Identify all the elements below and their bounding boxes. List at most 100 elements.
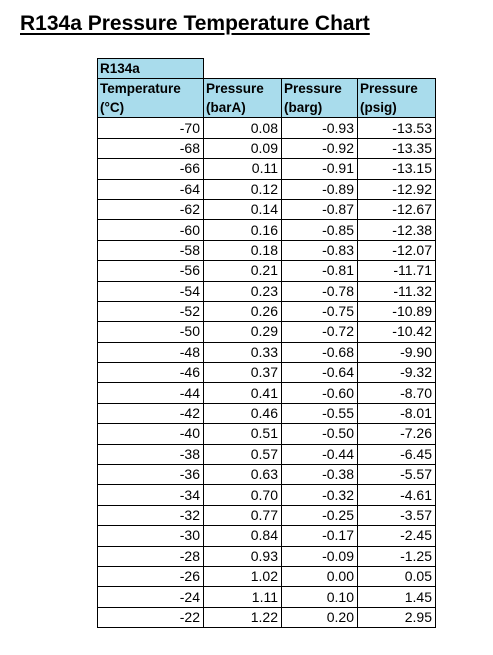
cell-pressure-bara: 0.70 [203, 484, 282, 506]
table-row: -64 0.12 -0.89 -12.92 [97, 178, 436, 200]
cell-pressure-barg: -0.55 [281, 402, 358, 425]
table-row: -24 1.11 0.10 1.45 [97, 586, 436, 608]
cell-pressure-barg: -0.50 [281, 423, 358, 445]
header-row-line1: Temperature Pressure Pressure Pressure [97, 78, 436, 99]
cell-pressure-barg: -0.09 [281, 545, 358, 567]
cell-pressure-bara: 1.02 [203, 565, 282, 588]
cell-temperature: -30 [97, 525, 204, 547]
cell-temperature: -48 [97, 341, 204, 364]
cell-temperature: -24 [97, 586, 204, 608]
cell-temperature: -54 [97, 280, 204, 302]
cell-pressure-barg: -0.17 [281, 525, 358, 547]
cell-pressure-psig: 0.05 [357, 565, 436, 588]
cell-pressure-barg: -0.81 [281, 260, 358, 282]
table-row: -32 0.77 -0.25 -3.57 [97, 504, 436, 527]
cell-pressure-barg: -0.85 [281, 219, 358, 241]
table-body: -70 0.08 -0.93 -13.53 -68 0.09 -0.92 -13.35 -66 0… [97, 117, 436, 629]
header-pressure-bara: Pressure [203, 78, 282, 99]
page-title: R134a Pressure Temperature Chart [20, 12, 370, 35]
table-row: -60 0.16 -0.85 -12.38 [97, 219, 436, 241]
cell-temperature: -60 [97, 219, 204, 241]
cell-pressure-barg: -0.32 [281, 484, 358, 506]
cell-temperature: -26 [97, 565, 204, 588]
cell-pressure-bara: 0.23 [203, 280, 282, 302]
cell-pressure-bara: 0.18 [203, 239, 282, 262]
cell-pressure-barg: -0.38 [281, 464, 358, 486]
table-row: -52 0.26 -0.75 -10.89 [97, 300, 436, 323]
cell-pressure-bara: 0.21 [203, 260, 282, 282]
cell-pressure-bara: 0.11 [203, 158, 282, 180]
table-row: -66 0.11 -0.91 -13.15 [97, 158, 436, 180]
header-temperature-unit: (°C) [97, 98, 204, 119]
cell-temperature: -64 [97, 178, 204, 200]
cell-temperature: -34 [97, 484, 204, 506]
cell-pressure-psig: -2.45 [357, 525, 436, 547]
cell-pressure-psig: -9.90 [357, 341, 436, 364]
cell-pressure-bara: 0.93 [203, 545, 282, 567]
cell-pressure-psig: -12.67 [357, 198, 436, 221]
table-row: -70 0.08 -0.93 -13.53 [97, 117, 436, 139]
cell-pressure-psig: -12.07 [357, 239, 436, 262]
cell-pressure-psig: -13.35 [357, 137, 436, 160]
cell-temperature: -36 [97, 464, 204, 486]
table-row: -34 0.70 -0.32 -4.61 [97, 484, 436, 506]
table-row: -44 0.41 -0.60 -8.70 [97, 382, 436, 404]
cell-pressure-barg: 0.10 [281, 586, 358, 608]
table-row: -36 0.63 -0.38 -5.57 [97, 464, 436, 486]
cell-pressure-barg: -0.72 [281, 321, 358, 343]
cell-pressure-bara: 0.33 [203, 341, 282, 364]
table-row: -38 0.57 -0.44 -6.45 [97, 443, 436, 466]
cell-pressure-psig: -7.26 [357, 423, 436, 445]
cell-pressure-bara: 0.41 [203, 382, 282, 404]
cell-pressure-psig: 1.45 [357, 586, 436, 608]
table-row: -26 1.02 0.00 0.05 [97, 565, 436, 588]
cell-temperature: -58 [97, 239, 204, 262]
cell-temperature: -38 [97, 443, 204, 466]
cell-pressure-barg: -0.91 [281, 158, 358, 180]
cell-pressure-psig: -13.15 [357, 158, 436, 180]
cell-pressure-bara: 0.77 [203, 504, 282, 527]
cell-pressure-psig: -10.42 [357, 321, 436, 343]
cell-temperature: -32 [97, 504, 204, 527]
cell-pressure-psig: -11.71 [357, 260, 436, 282]
cell-pressure-barg: 0.00 [281, 565, 358, 588]
cell-temperature: -70 [97, 117, 204, 139]
cell-pressure-bara: 0.37 [203, 362, 282, 384]
cell-pressure-psig: -11.32 [357, 280, 436, 302]
cell-pressure-bara: 1.22 [203, 606, 282, 629]
cell-pressure-psig: -12.38 [357, 219, 436, 241]
cell-temperature: -56 [97, 260, 204, 282]
cell-pressure-bara: 0.84 [203, 525, 282, 547]
cell-pressure-bara: 0.14 [203, 198, 282, 221]
header-temperature: Temperature [97, 78, 204, 99]
cell-pressure-psig: -12.92 [357, 178, 436, 200]
cell-pressure-barg: -0.87 [281, 198, 358, 221]
header-row-line2: (°C) (barA) (barg) (psig) [97, 98, 436, 119]
cell-pressure-barg: -0.44 [281, 443, 358, 466]
cell-pressure-psig: -3.57 [357, 504, 436, 527]
cell-temperature: -66 [97, 158, 204, 180]
cell-temperature: -62 [97, 198, 204, 221]
cell-pressure-psig: -8.01 [357, 402, 436, 425]
table-label-row: R134a [97, 57, 436, 80]
cell-pressure-bara: 0.29 [203, 321, 282, 343]
cell-pressure-psig: -4.61 [357, 484, 436, 506]
cell-temperature: -52 [97, 300, 204, 323]
table-row: -22 1.22 0.20 2.95 [97, 606, 436, 629]
cell-temperature: -46 [97, 362, 204, 384]
pressure-temperature-table: R134a Temperature Pressure Pressure Pres… [97, 57, 436, 629]
cell-pressure-psig: -13.53 [357, 117, 436, 139]
cell-pressure-bara: 0.57 [203, 443, 282, 466]
cell-pressure-psig: -6.45 [357, 443, 436, 466]
cell-pressure-barg: -0.83 [281, 239, 358, 262]
cell-pressure-bara: 0.12 [203, 178, 282, 200]
header-bara-unit: (barA) [203, 98, 282, 119]
table-row: -54 0.23 -0.78 -11.32 [97, 280, 436, 302]
header-pressure-barg: Pressure [281, 78, 358, 99]
cell-pressure-psig: -8.70 [357, 382, 436, 404]
cell-pressure-bara: 0.63 [203, 464, 282, 486]
cell-pressure-bara: 0.08 [203, 117, 282, 139]
header-pressure-psig: Pressure [357, 78, 436, 99]
cell-pressure-barg: -0.64 [281, 362, 358, 384]
table-row: -40 0.51 -0.50 -7.26 [97, 423, 436, 445]
